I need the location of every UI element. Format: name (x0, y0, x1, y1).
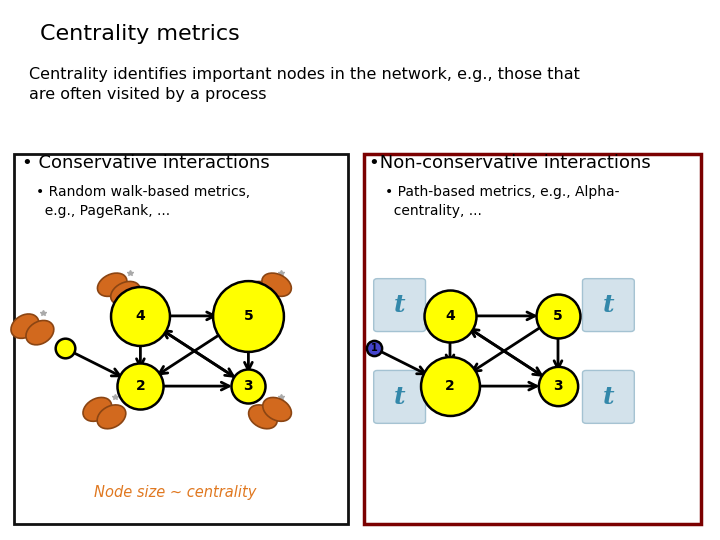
Point (369, 344, 380, 353)
Ellipse shape (97, 405, 126, 429)
Text: • Conservative interactions: • Conservative interactions (22, 154, 269, 172)
FancyBboxPatch shape (14, 154, 348, 524)
Point (135, 312, 146, 320)
Point (444, 312, 456, 320)
Ellipse shape (248, 405, 277, 429)
Point (243, 382, 254, 390)
Text: 2: 2 (445, 379, 455, 393)
Text: 5: 5 (243, 309, 253, 323)
FancyBboxPatch shape (364, 154, 701, 524)
Text: t: t (394, 293, 405, 317)
Ellipse shape (111, 281, 140, 305)
Ellipse shape (97, 273, 127, 296)
Text: 3: 3 (243, 379, 253, 393)
FancyBboxPatch shape (374, 279, 426, 332)
Text: t: t (603, 293, 614, 317)
Text: 2: 2 (135, 379, 145, 393)
Text: 4: 4 (135, 309, 145, 323)
Point (444, 382, 456, 390)
Ellipse shape (26, 320, 54, 345)
Ellipse shape (262, 273, 292, 296)
Ellipse shape (11, 314, 39, 339)
FancyBboxPatch shape (582, 279, 634, 332)
Text: 3: 3 (553, 379, 563, 393)
Text: Node size ~ centrality: Node size ~ centrality (94, 484, 256, 500)
Point (552, 312, 564, 320)
Text: • Random walk-based metrics,
  e.g., PageRank, ...: • Random walk-based metrics, e.g., PageR… (36, 185, 250, 218)
Text: Centrality metrics: Centrality metrics (40, 24, 239, 44)
Text: Centrality identifies important nodes in the network, e.g., those that
are often: Centrality identifies important nodes in… (29, 68, 580, 102)
Text: •Non-conservative interactions: •Non-conservative interactions (369, 154, 650, 172)
FancyBboxPatch shape (374, 370, 426, 423)
Point (135, 382, 146, 390)
Point (59, 344, 71, 353)
Text: 1: 1 (371, 343, 378, 353)
Point (243, 312, 254, 320)
FancyBboxPatch shape (582, 370, 634, 423)
Text: 5: 5 (553, 309, 563, 323)
Text: • Path-based metrics, e.g., Alpha-
  centrality, ...: • Path-based metrics, e.g., Alpha- centr… (385, 185, 620, 218)
Text: t: t (394, 385, 405, 409)
Ellipse shape (263, 397, 292, 421)
Text: t: t (603, 385, 614, 409)
Point (552, 382, 564, 390)
Text: 4: 4 (445, 309, 455, 323)
Ellipse shape (83, 397, 112, 421)
Ellipse shape (248, 281, 278, 305)
